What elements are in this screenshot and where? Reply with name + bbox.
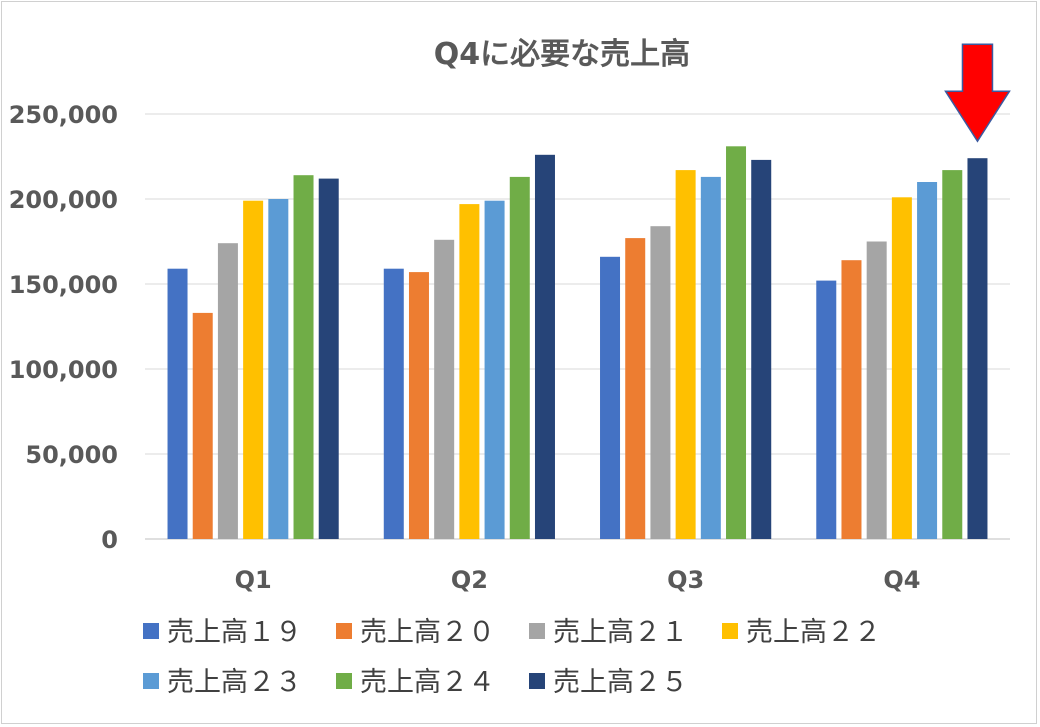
legend-swatch <box>529 673 545 689</box>
bar-q4-series-6 <box>942 170 963 539</box>
bar-q1-series-4 <box>243 200 264 539</box>
bar-q4-series-2 <box>841 260 862 539</box>
y-tick-label: 250,000 <box>9 101 118 129</box>
bar-q2-series-6 <box>509 176 530 539</box>
bars <box>167 146 988 540</box>
bar-q3-series-3 <box>650 226 671 539</box>
legend-swatch <box>529 623 545 639</box>
legend-label: 売上高２４ <box>360 667 495 698</box>
bar-q4-series-1 <box>816 280 837 539</box>
y-tick-label: 200,000 <box>9 186 118 214</box>
bar-q4-series-3 <box>866 241 887 539</box>
bar-q4-series-7 <box>967 158 988 539</box>
legend: 売上高１９ 売上高２０ 売上高２１ 売上高２２ 売上高２３ 売上高２４ 売上高２５ <box>143 617 881 698</box>
bar-q1-series-3 <box>217 243 238 539</box>
legend-item: 売上高２０ <box>336 617 495 648</box>
legend-item: 売上高２３ <box>143 667 302 698</box>
x-tick-label: Q4 <box>883 566 920 594</box>
legend-label: 売上高２５ <box>553 667 688 698</box>
legend-label: 売上高１９ <box>167 617 302 648</box>
y-axis: 0 50,000 100,000 150,000 200,000 250,000 <box>9 101 118 554</box>
x-tick-label: Q2 <box>451 566 488 594</box>
bar-q1-series-1 <box>167 268 188 539</box>
annotations <box>944 43 1011 143</box>
legend-label: 売上高２３ <box>167 667 302 698</box>
bar-q3-series-5 <box>700 176 721 539</box>
legend-swatch <box>336 623 352 639</box>
red-arrow-annotation <box>944 43 1011 143</box>
chart-title: Q4に必要な売上高 <box>434 37 690 72</box>
y-tick-label: 0 <box>101 526 118 554</box>
bar-q1-series-5 <box>268 199 289 539</box>
bar-q3-series-4 <box>675 170 696 539</box>
bar-q3-series-6 <box>726 146 747 540</box>
x-axis: Q1 Q2 Q3 Q4 <box>235 566 921 594</box>
bar-q1-series-7 <box>318 178 339 539</box>
legend-item: 売上高２１ <box>529 617 688 648</box>
bar-q3-series-2 <box>625 238 646 539</box>
y-tick-label: 150,000 <box>9 271 118 299</box>
bar-q2-series-4 <box>459 204 480 539</box>
bar-q4-series-5 <box>917 182 938 539</box>
x-tick-label: Q1 <box>235 566 272 594</box>
legend-label: 売上高２２ <box>746 617 881 648</box>
legend-swatch <box>143 623 159 639</box>
legend-item: 売上高１９ <box>143 617 302 648</box>
bar-q3-series-1 <box>600 256 621 539</box>
legend-item: 売上高２２ <box>722 617 881 648</box>
gridlines <box>145 113 1010 540</box>
bar-q2-series-5 <box>484 200 505 539</box>
y-tick-label: 50,000 <box>25 441 118 469</box>
legend-swatch <box>336 673 352 689</box>
bar-q2-series-1 <box>383 268 404 539</box>
legend-label: 売上高２０ <box>360 617 495 648</box>
legend-swatch <box>143 673 159 689</box>
bar-q1-series-2 <box>192 312 213 539</box>
bar-q1-series-6 <box>293 175 314 539</box>
bar-q3-series-7 <box>751 159 772 539</box>
bar-q2-series-7 <box>534 154 555 540</box>
y-tick-label: 100,000 <box>9 356 118 384</box>
x-tick-label: Q3 <box>667 566 704 594</box>
legend-swatch <box>722 623 738 639</box>
bar-q4-series-4 <box>891 197 912 540</box>
bar-q2-series-3 <box>434 239 455 540</box>
legend-label: 売上高２１ <box>553 617 688 648</box>
legend-item: 売上高２４ <box>336 667 495 698</box>
legend-item: 売上高２５ <box>529 667 688 698</box>
bar-q2-series-2 <box>408 272 429 539</box>
